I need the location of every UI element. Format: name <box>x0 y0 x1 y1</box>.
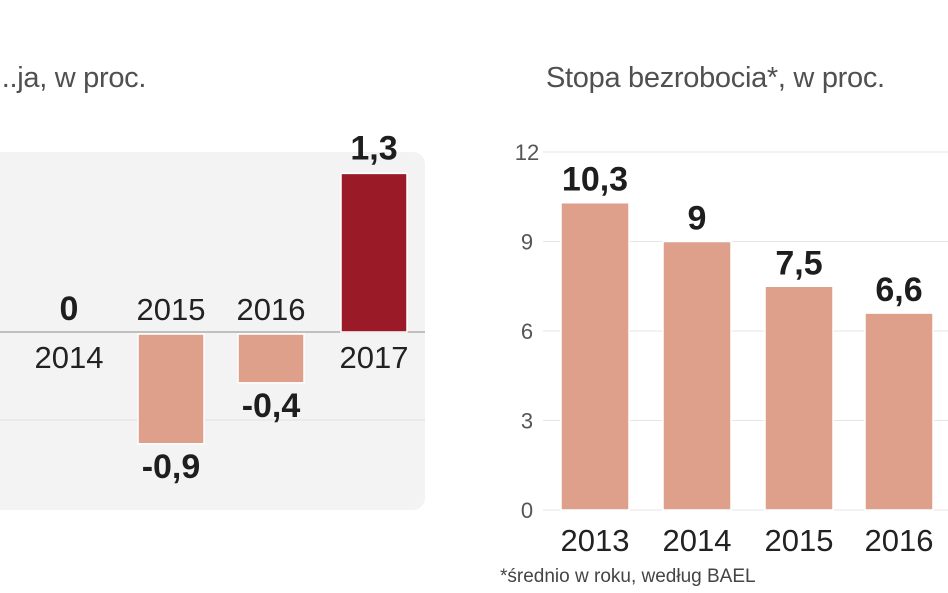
unemployment-bar-2016 <box>864 312 934 511</box>
unemployment-category-label: 2016 <box>865 523 934 558</box>
unemployment-bar-2013 <box>560 201 630 511</box>
inflation-category-label: 2014 <box>35 340 104 375</box>
inflation-value-label: -0,9 <box>142 448 201 486</box>
unemployment-bar-2015 <box>764 285 834 511</box>
inflation-category-label: 2017 <box>340 340 409 375</box>
inflation-bar-2017 <box>340 172 408 333</box>
inflation-chart-title: ...ja, w proc. <box>0 62 147 94</box>
inflation-value-label: 0 <box>60 290 79 328</box>
unemployment-y-tick: 3 <box>521 409 533 434</box>
unemployment-value-label: 7,5 <box>775 244 822 282</box>
unemployment-y-tick: 6 <box>521 319 533 344</box>
unemployment-category-label: 2015 <box>765 523 834 558</box>
inflation-category-label: 2016 <box>237 292 306 327</box>
unemployment-y-tick: 9 <box>521 230 533 255</box>
unemployment-value-label: 10,3 <box>562 161 628 199</box>
inflation-value-label: 1,3 <box>350 129 397 167</box>
footnote: *średnio w roku, według BAEL <box>500 566 756 587</box>
unemployment-category-label: 2014 <box>663 523 732 558</box>
unemployment-value-label: 6,6 <box>875 271 922 309</box>
inflation-bar-2015 <box>137 333 205 445</box>
unemployment-value-label: 9 <box>688 200 707 238</box>
unemployment-y-tick: 0 <box>521 498 533 523</box>
inflation-category-label: 2015 <box>137 292 206 327</box>
unemployment-y-tick: 12 <box>515 140 539 165</box>
unemployment-bar-2014 <box>662 240 732 511</box>
inflation-bar-2016 <box>237 333 305 384</box>
unemployment-chart-title: Stopa bezrobocia*, w proc. <box>546 62 885 94</box>
inflation-value-label: -0,4 <box>242 387 301 425</box>
unemployment-category-label: 2013 <box>561 523 630 558</box>
